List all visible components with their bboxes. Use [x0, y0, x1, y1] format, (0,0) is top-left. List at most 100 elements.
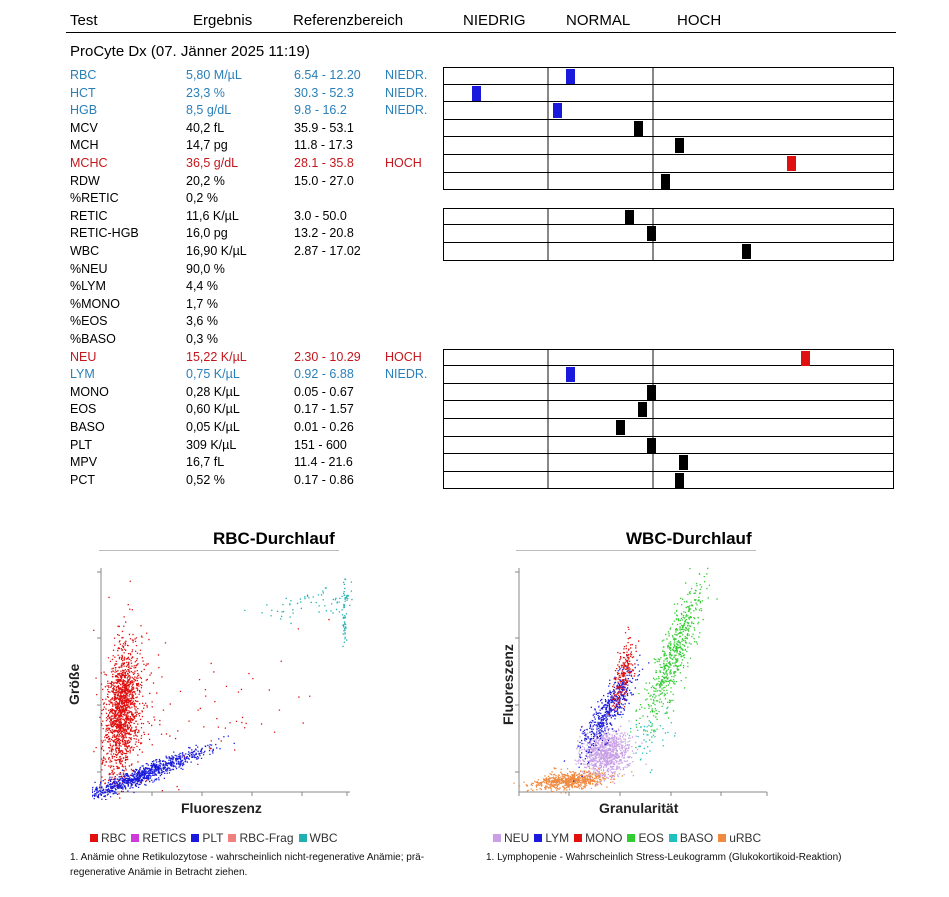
test-name: %RETIC: [70, 191, 119, 206]
range-boundary: [547, 454, 549, 471]
range-boundary: [652, 419, 654, 436]
reference-range: 0.05 - 0.67: [294, 384, 354, 399]
test-name: PLT: [70, 437, 92, 452]
legend-item: LYM: [534, 831, 569, 845]
test-result: 20,2 %: [186, 173, 225, 188]
range-bar: [443, 84, 894, 103]
plt-cluster-points: [92, 735, 235, 800]
value-marker: [742, 244, 751, 259]
range-boundary: [652, 401, 654, 418]
test-result: 0,05 K/µL: [186, 420, 240, 434]
legend-swatch: [493, 834, 501, 842]
header-low: NIEDRIG: [463, 12, 526, 29]
value-marker: [625, 209, 634, 225]
test-result: 14,7 pg: [186, 138, 228, 153]
test-name: MCV: [70, 120, 98, 135]
range-boundary: [652, 68, 654, 84]
status-flag: HOCH: [385, 349, 422, 364]
range-bar: [443, 119, 894, 138]
value-marker: [647, 437, 656, 453]
legend-label: uRBC: [729, 831, 762, 845]
test-name: MCHC: [70, 156, 108, 170]
legend-swatch: [534, 834, 543, 842]
value-marker: [679, 455, 688, 471]
test-name: MONO: [70, 384, 109, 399]
range-boundary: [652, 349, 654, 366]
legend-item: uRBC: [718, 831, 761, 845]
range-boundary: [652, 155, 654, 172]
value-marker: [647, 384, 656, 400]
range-boundary: [652, 84, 654, 102]
range-boundary: [652, 137, 654, 154]
status-flag: HOCH: [385, 156, 422, 170]
wbc-cluster-points: [244, 581, 353, 625]
test-result: 40,2 fL: [186, 120, 225, 135]
report-title: ProCyte Dx (07. Jänner 2025 11:19): [70, 43, 310, 60]
range-boundary: [547, 383, 549, 401]
wbc-note: 1. Lymphopenie - Wahrscheinlich Stress-L…: [486, 852, 842, 863]
range-boundary: [652, 243, 654, 260]
legend-swatch: [718, 834, 727, 842]
range-bar: [443, 348, 894, 367]
baso-cluster-points: [620, 694, 676, 774]
test-result: 0,28 K/µL: [186, 384, 240, 399]
reference-range: 30.3 - 52.3: [294, 85, 354, 100]
header-test: Test: [70, 12, 98, 29]
test-name: %NEU: [70, 261, 108, 276]
wbc-legend: NEU LYM MONO EOS BASO uRBC: [493, 831, 766, 845]
range-boundary: [652, 366, 654, 383]
reference-range: 0.17 - 1.57: [294, 402, 354, 417]
test-name: %EOS: [70, 314, 108, 329]
plot-axes: [97, 568, 350, 796]
value-marker: [638, 402, 647, 418]
value-marker: [634, 120, 643, 136]
legend-swatch: [298, 834, 307, 842]
legend-swatch: [228, 834, 237, 842]
legend-label: RETICS: [142, 831, 187, 845]
range-bar: [443, 225, 894, 243]
legend-label: LYM: [545, 831, 570, 845]
reference-range: 0.17 - 0.86: [294, 472, 354, 487]
range-bar: [443, 243, 894, 261]
range-boundary: [547, 419, 549, 436]
test-result: 36,5 g/dL: [186, 156, 239, 170]
range-boundary: [652, 208, 654, 225]
neu-cluster-points: [574, 705, 647, 789]
rbc-legend: RBC RETICS PLT RBC-Frag WBC: [90, 831, 343, 845]
test-name: MCH: [70, 138, 99, 153]
reference-range: 11.4 - 21.6: [294, 455, 353, 470]
legend-item: NEU: [493, 831, 529, 845]
range-bar: [443, 436, 894, 455]
urbc-cluster: [513, 767, 633, 794]
test-name: HCT: [70, 85, 96, 100]
test-result: 0,75 K/µL: [186, 367, 240, 382]
range-boundary: [547, 225, 549, 242]
range-bar: [443, 172, 894, 191]
reference-range: 2.87 - 17.02: [294, 244, 361, 258]
mono-cluster: [607, 626, 640, 715]
range-boundary: [652, 119, 654, 137]
test-result: 15,22 K/µL: [186, 349, 247, 364]
test-name: MPV: [70, 455, 98, 470]
range-boundary: [652, 102, 654, 119]
range-bar: [443, 419, 894, 437]
reference-range: 9.8 - 16.2: [294, 103, 347, 118]
legend-swatch: [574, 834, 583, 842]
range-bar: [443, 401, 894, 419]
range-boundary: [652, 471, 654, 489]
range-bar: [443, 207, 894, 226]
lym-cluster-points: [563, 654, 650, 782]
wbc-edge: [341, 578, 348, 648]
legend-swatch: [90, 834, 98, 842]
legend-swatch: [668, 834, 677, 842]
range-boundary: [547, 68, 549, 84]
test-name: NEU: [70, 349, 97, 364]
test-result: 11,6 K/µL: [186, 208, 239, 223]
range-boundary: [547, 102, 549, 119]
legend-swatch: [627, 834, 636, 842]
rbc-title-rule: [99, 550, 339, 551]
value-marker: [472, 85, 481, 101]
legend-item: MONO: [574, 831, 622, 845]
reference-range: 28.1 - 35.8: [294, 156, 354, 170]
value-marker: [647, 226, 656, 242]
